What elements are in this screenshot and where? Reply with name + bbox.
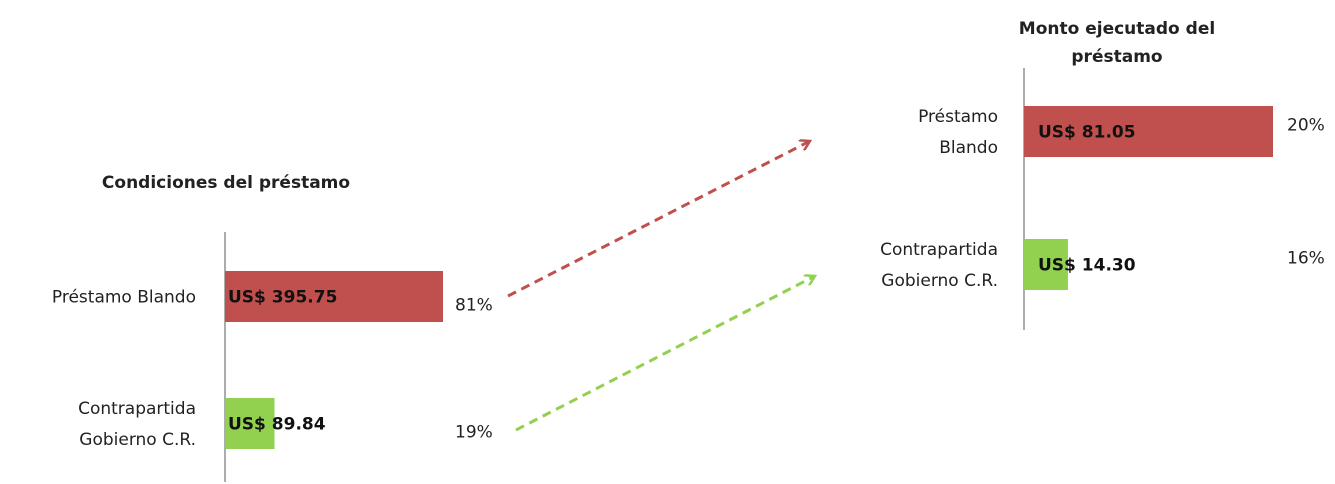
percent-label: 19% [455, 423, 493, 443]
data-label: US$ 81.05 [1038, 123, 1136, 143]
data-label: US$ 14.30 [1038, 256, 1136, 276]
bar [225, 271, 443, 322]
category-label: Blando [939, 138, 998, 158]
percent-label: 20% [1287, 116, 1325, 136]
category-label: Préstamo [918, 107, 998, 127]
data-label: US$ 89.84 [228, 415, 326, 435]
category-label: Gobierno C.R. [79, 430, 196, 450]
percent-label: 81% [455, 296, 493, 316]
contrapartida-flow-arrow [515, 276, 815, 432]
bar [225, 398, 275, 449]
category-label: Préstamo Blando [52, 288, 196, 308]
bar [1024, 239, 1068, 290]
chart-title: Condiciones del préstamo [102, 173, 350, 193]
category-label: Gobierno C.R. [881, 271, 998, 291]
bar [1024, 106, 1273, 157]
percent-label: 16% [1287, 249, 1325, 269]
data-label: US$ 395.75 [228, 288, 337, 308]
prestamo-flow-arrow [507, 141, 810, 298]
chart-title: Monto ejecutado del [1019, 19, 1215, 39]
category-label: Contrapartida [880, 240, 998, 260]
chart-title: préstamo [1071, 47, 1162, 67]
category-label: Contrapartida [78, 399, 196, 419]
